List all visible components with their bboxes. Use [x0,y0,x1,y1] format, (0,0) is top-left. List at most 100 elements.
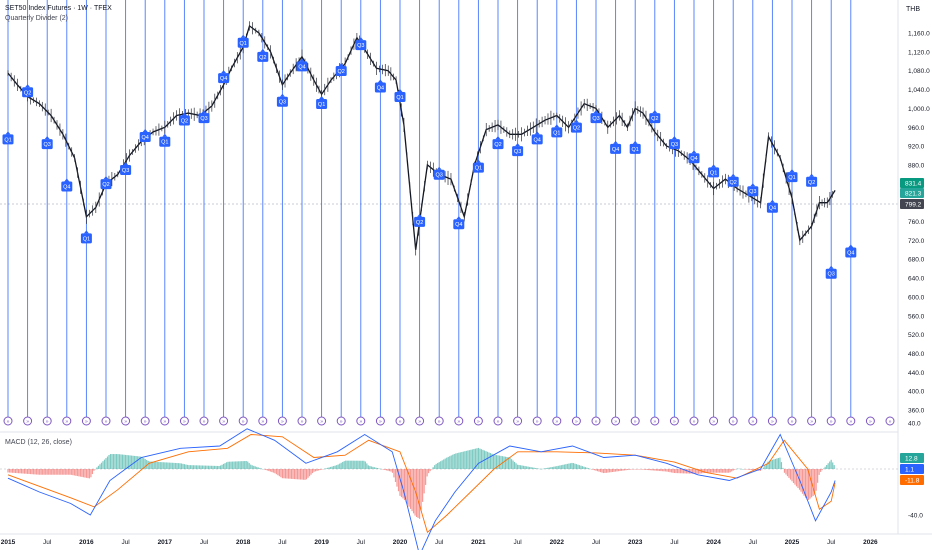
event-marker-glyph: » [183,419,186,425]
event-marker-glyph: » [105,419,108,425]
event-marker-icon[interactable] [336,416,346,426]
event-marker-icon[interactable] [140,416,150,426]
event-marker-icon[interactable] [238,416,248,426]
macd-histogram-bar [27,469,29,474]
macd-histogram-bar [313,469,315,472]
macd-histogram-bar [153,461,155,469]
macd-histogram-bar [581,466,584,469]
event-marker-icon[interactable] [101,416,111,426]
event-marker-icon[interactable] [199,416,209,426]
event-marker-icon[interactable] [179,416,189,426]
macd-axis[interactable]: 40.0-40.0-80.012.81.1-11.8 [900,421,924,550]
event-marker-icon[interactable] [709,416,719,426]
event-marker-icon[interactable] [885,416,895,426]
event-marker-icon[interactable] [767,416,777,426]
indicator-label[interactable]: Quarterly Divider (2) [5,15,69,22]
event-marker-icon[interactable] [42,416,52,426]
macd-badge[interactable]: 12.8 [900,453,924,463]
time-axis[interactable]: 2015 Jul 2016 Jul 2017 Jul 2018 Jul 2019 Jul 2020 J… [1,539,878,546]
quarter-tag-label: Q2 [651,116,658,122]
event-marker-icon[interactable] [865,416,875,426]
price-badge[interactable]: 821.3 [900,188,924,198]
event-marker-icon[interactable] [846,416,856,426]
macd-histogram-bar [183,464,185,469]
event-marker-icon[interactable] [513,416,523,426]
event-marker-icon[interactable] [375,416,385,426]
macd-histogram-bar [51,469,53,475]
macd-histogram-bar [72,469,74,476]
macd-badge[interactable]: 1.1 [900,464,924,474]
chart-title[interactable]: SET50 Index Futures · 1W · TFEX [5,5,112,12]
macd-histogram-bar [11,469,14,473]
macd-histogram-bar [283,469,285,479]
macd-histogram-bar [726,469,728,473]
quarter-tag-box [335,66,347,77]
macd-histogram-bar [706,469,709,473]
event-marker-icon[interactable] [552,416,562,426]
event-marker-icon[interactable] [532,416,542,426]
event-marker-icon[interactable] [591,416,601,426]
price-tick-label: 1,160.0 [908,31,930,38]
event-marker-icon[interactable] [473,416,483,426]
event-marker-icon[interactable] [258,416,268,426]
event-marker-icon[interactable] [434,416,444,426]
macd-histogram-bar [625,469,627,471]
event-marker-icon[interactable] [23,416,33,426]
macd-histogram-bar [314,469,317,472]
event-marker-icon[interactable] [81,416,91,426]
event-marker-icon[interactable] [297,416,307,426]
macd-badge[interactable]: -11.8 [900,475,924,485]
event-marker-icon[interactable] [611,416,621,426]
event-marker-icon[interactable] [62,416,72,426]
event-marker-icon[interactable] [395,416,405,426]
macd-histogram-bar [128,455,130,469]
quarter-tag-label: Q1 [318,102,325,108]
event-marker-icon[interactable] [317,416,327,426]
event-marker-icon[interactable] [454,416,464,426]
event-marker-icon[interactable] [356,416,366,426]
event-marker-icon[interactable] [415,416,425,426]
price-badge[interactable]: 831.4 [900,178,924,188]
macd-histogram-bar [76,469,78,477]
event-marker-icon[interactable] [728,416,738,426]
event-marker-icon[interactable] [787,416,797,426]
price-tick-label: 480.0 [908,351,925,358]
event-marker-icon[interactable] [493,416,503,426]
quarter-tag-pointer [711,164,717,168]
macd-histogram-bar [16,469,18,474]
quarter-tag-label: Q2 [494,142,501,148]
event-marker-glyph: » [65,419,68,425]
macd-histogram-bar [79,469,81,477]
macd-label[interactable]: MACD (12, 26, close) [5,439,72,446]
macd-histogram-bar [459,452,461,469]
event-marker-icon[interactable] [669,416,679,426]
macd-histogram-bar [503,456,505,469]
event-marker-icon[interactable] [571,416,581,426]
event-marker-icon[interactable] [826,416,836,426]
event-marker-icon[interactable] [748,416,758,426]
quarter-tag-box [237,37,249,48]
event-marker-icon[interactable] [277,416,287,426]
macd-histogram-bar [174,462,176,469]
event-marker-icon[interactable] [219,416,229,426]
quarter-labels: Q1 Q2 Q3 Q4 Q1 Q2 Q3 Q4 Q1 Q2 Q3 Q4 Q1 Q2 Q3 Q4 Q1 Q2 Q3 Q4… [2,34,857,279]
macd-histogram-bar [544,468,546,469]
event-marker-icon[interactable] [630,416,640,426]
macd-histogram-bar [465,450,467,469]
macd-histogram-bar [829,461,831,469]
price-axis[interactable]: 360.0 400.0 440.0 480.0 520.0 560.0 600.0 640.0… [900,31,930,415]
quarter-tag-pointer [417,213,423,217]
macd-histogram-bar [296,469,299,480]
event-marker-icon[interactable] [3,416,13,426]
quarter-tag-box [61,181,73,192]
event-marker-icon[interactable] [650,416,660,426]
event-markers[interactable]: » » » » » » » » » » » » » » » » » » » » » » » » » » » » » » » » » » » » » » » »… [3,416,895,426]
price-badge[interactable]: 799.2 [900,199,924,209]
event-marker-icon[interactable] [807,416,817,426]
event-marker-icon[interactable] [160,416,170,426]
event-marker-icon[interactable] [121,416,131,426]
quarter-tag-box [120,165,132,176]
event-marker-icon[interactable] [689,416,699,426]
quarter-tag-label: Q4 [612,147,619,153]
